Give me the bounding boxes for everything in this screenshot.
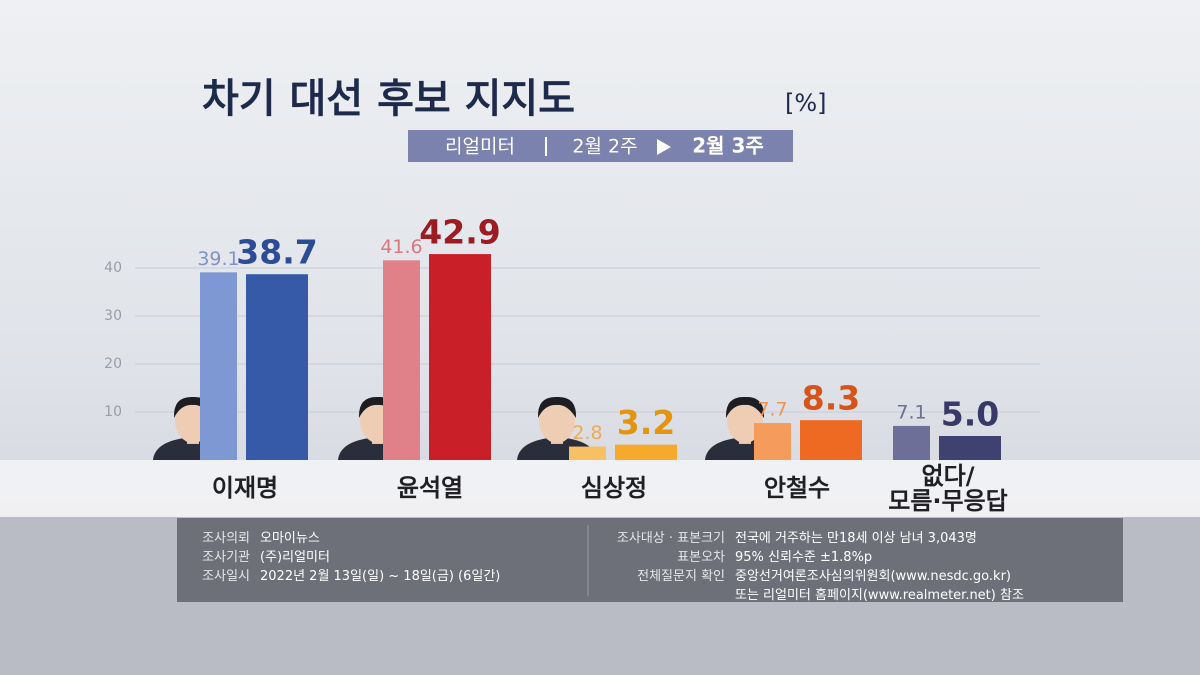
- chart-title: 차기 대선 후보 지지도: [202, 76, 575, 122]
- y-tick-label: 40: [104, 260, 122, 276]
- category-label: 없다/ 모름·무응답: [888, 462, 1008, 515]
- y-tick-label: 30: [104, 308, 122, 324]
- info-key: 조사일시: [202, 569, 250, 584]
- y-tick-label: 20: [104, 356, 122, 372]
- info-value: 또는 리얼미터 홈페이지(www.realmeter.net) 참조: [735, 588, 1024, 603]
- previous-value-label: 7.7: [757, 399, 787, 421]
- bar: [429, 254, 491, 460]
- bar: [383, 260, 420, 460]
- info-key: 표본오차: [677, 550, 725, 565]
- category-label: 심상정: [580, 474, 648, 502]
- subtitle-band: [408, 130, 793, 162]
- info-key: 전체질문지 확인: [637, 569, 725, 584]
- current-value-label: 38.7: [236, 233, 317, 272]
- info-value: 중앙선거여론조사심의위원회(www.nesdc.go.kr): [735, 569, 1011, 584]
- subtitle-arrow: [657, 139, 671, 155]
- info-panel: [177, 518, 1123, 602]
- info-key: 조사기관: [202, 550, 250, 565]
- previous-value-label: 7.1: [896, 401, 926, 423]
- current-value-label: 8.3: [802, 379, 860, 418]
- candidate-photo: [539, 399, 575, 443]
- unit-label: [%]: [785, 89, 827, 117]
- info-value: 95% 신뢰수준 ±1.8%p: [735, 550, 873, 565]
- bar: [569, 446, 606, 460]
- info-value: 전국에 거주하는 만18세 이상 남녀 3,043명: [735, 531, 977, 546]
- subtitle-source: 리얼미터: [445, 136, 515, 158]
- label-band: [0, 460, 1200, 517]
- bar: [754, 423, 791, 460]
- bar: [800, 420, 862, 460]
- info-value: 2022년 2월 13일(일) ~ 18일(금) (6일간): [260, 569, 501, 584]
- bar: [615, 444, 677, 460]
- current-value-label: 42.9: [419, 213, 500, 252]
- subtitle-previous: 2월 2주: [572, 136, 637, 158]
- y-tick-label: 10: [104, 404, 122, 420]
- category-label: 윤석열: [396, 474, 464, 502]
- previous-value-label: 2.8: [572, 422, 602, 444]
- current-value-label: 5.0: [941, 395, 999, 434]
- subtitle-current: 2월 3주: [692, 134, 764, 158]
- bar: [939, 436, 1001, 460]
- previous-value-label: 39.1: [197, 248, 239, 270]
- candidate-photo: [537, 396, 577, 418]
- current-value-label: 3.2: [617, 403, 675, 442]
- bar: [246, 274, 308, 460]
- info-value: (주)리얼미터: [260, 550, 330, 565]
- candidate-photo: [725, 396, 765, 418]
- category-label: 안철수: [763, 474, 831, 502]
- info-value: 오마이뉴스: [260, 531, 320, 546]
- category-label: 이재명: [211, 474, 279, 502]
- bar: [200, 272, 237, 460]
- bar: [893, 425, 930, 460]
- info-key: 조사의뢰: [202, 531, 250, 546]
- previous-value-label: 41.6: [380, 236, 422, 258]
- info-key: 조사대상 · 표본크기: [616, 531, 725, 546]
